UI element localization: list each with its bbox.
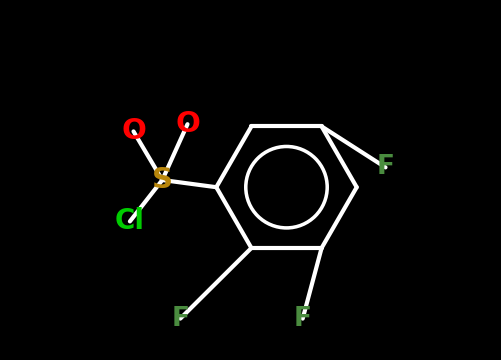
Text: F: F — [294, 306, 312, 332]
Text: O: O — [121, 117, 146, 145]
Text: S: S — [152, 166, 173, 194]
Text: Cl: Cl — [115, 207, 145, 235]
Text: F: F — [171, 306, 189, 332]
Text: F: F — [376, 154, 394, 180]
Text: O: O — [175, 110, 200, 138]
